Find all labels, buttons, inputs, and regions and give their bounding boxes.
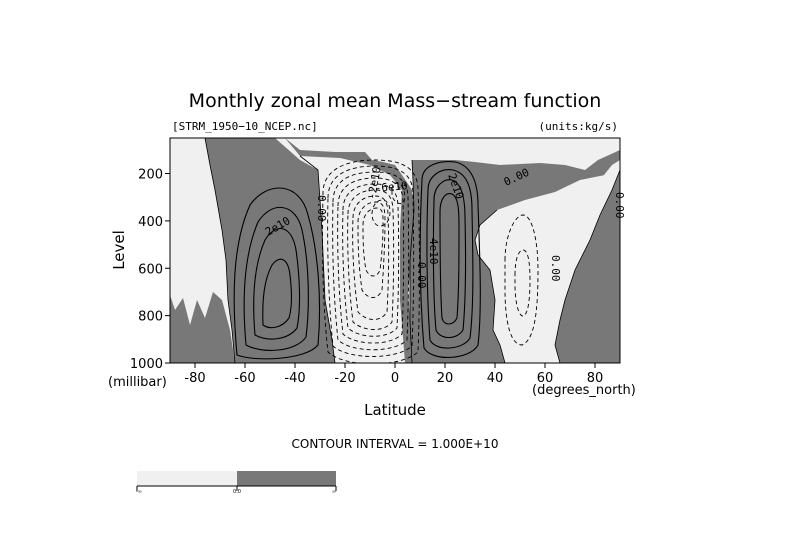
colorbar: -∞ 0.0 ∞ — [136, 471, 337, 495]
plot-area — [170, 138, 620, 363]
x-tick-label: 0 — [391, 371, 399, 386]
y-axis: 200 400 600 800 1000 — [130, 168, 170, 372]
y-axis-label: Level — [110, 230, 128, 270]
y-units-label: (millibar) — [108, 375, 167, 390]
x-tick-label: -40 — [284, 371, 305, 386]
positive-region-south — [205, 138, 335, 363]
y-tick-label: 600 — [138, 262, 163, 277]
positive-region-southwest — [170, 292, 235, 363]
x-tick-label: 80 — [587, 371, 604, 386]
x-tick-label: -20 — [334, 371, 355, 386]
x-tick-label: 40 — [487, 371, 504, 386]
file-label: [STRM_1950−10_NCEP.nc] — [172, 120, 318, 133]
x-tick-label: -60 — [234, 371, 255, 386]
contours-tropical-negative-cell — [322, 159, 420, 363]
x-tick-label: 20 — [437, 371, 454, 386]
colorbar-label-max: ∞ — [332, 489, 336, 495]
y-tick-label: 1000 — [130, 357, 163, 372]
x-tick-label: 60 — [537, 371, 554, 386]
x-units-label: (degrees_north) — [532, 383, 636, 398]
y-tick-label: 400 — [138, 215, 163, 230]
contours-southern-positive-cell — [233, 187, 321, 360]
zero-contours — [204, 138, 620, 363]
contours-northern-negative-cell — [504, 214, 539, 346]
contour-label: 4e10 — [427, 238, 440, 265]
units-label: (units:kg/s) — [539, 120, 618, 133]
colorbar-positive-swatch — [237, 471, 336, 486]
chart-title: Monthly zonal mean Mass−stream function — [189, 90, 602, 112]
x-tick-label: -80 — [184, 371, 205, 386]
positive-region-east — [555, 170, 620, 363]
x-axis-label: Latitude — [364, 401, 426, 419]
contour-label: -6e10 — [374, 179, 408, 195]
contour-interval-label: CONTOUR INTERVAL = 1.000E+10 — [292, 437, 499, 451]
contour-label: 0.00 — [315, 195, 328, 222]
contour-label: 0.00 — [549, 255, 562, 282]
y-tick-label: 200 — [138, 168, 163, 183]
contours-northern-positive-cell — [419, 161, 481, 358]
contour-label: 0.00 — [415, 262, 428, 289]
x-axis: -80 -60 -40 -20 0 20 40 60 80 — [184, 363, 603, 386]
negative-region-east-inset — [600, 160, 620, 188]
colorbar-negative-swatch — [137, 471, 237, 486]
colorbar-label-zero: 0.0 — [233, 489, 241, 495]
y-tick-label: 800 — [138, 310, 163, 325]
positive-region-north — [410, 150, 620, 363]
colorbar-label-min: -∞ — [136, 489, 142, 495]
contour-label: -2e10 — [365, 166, 384, 201]
